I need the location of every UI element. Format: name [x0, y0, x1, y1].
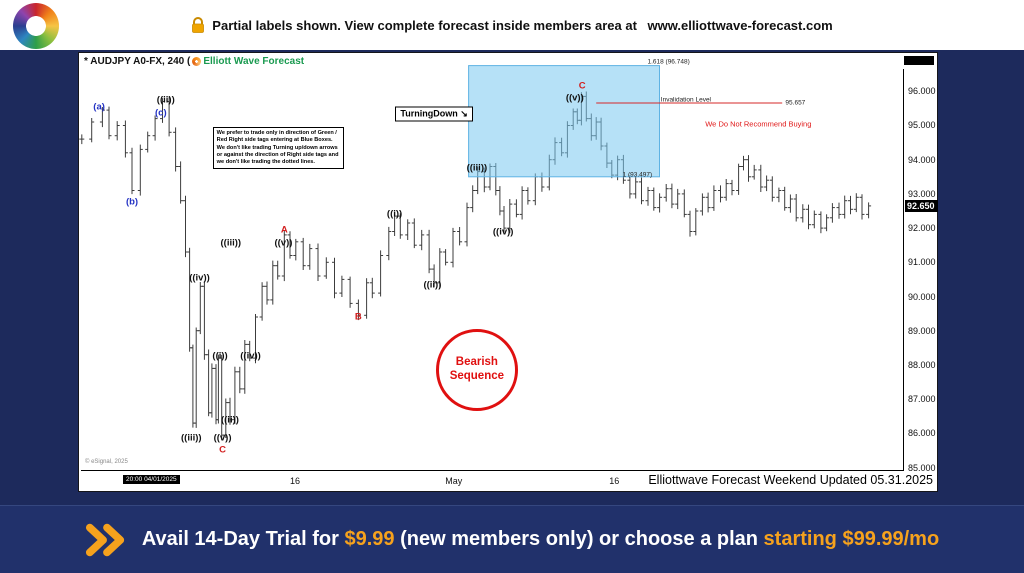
promo-banner-text: Avail 14-Day Trial for $9.99 (new member… — [142, 528, 939, 551]
price-tick: 91.000 — [908, 257, 936, 268]
fib-base-label: 1 (93.497) — [622, 171, 653, 179]
bearish-line2: Sequence — [449, 370, 505, 383]
wave-label: ((ii)) — [423, 279, 442, 291]
top-banner-text: Partial labels shown. View complete fore… — [212, 17, 641, 33]
bearish-line1: Bearish — [455, 356, 498, 369]
top-banner: Partial labels shown. View complete fore… — [0, 0, 1024, 50]
promo-text: Avail 14-Day Trial for — [141, 528, 345, 550]
lock-icon — [192, 16, 205, 33]
wave-label: ((iii)) — [220, 237, 242, 249]
promo-price-text: $9.99 — [344, 528, 395, 550]
wave-label: C — [219, 444, 226, 456]
invalidation-value: 95.657 — [785, 99, 806, 107]
esignal-copyright: © eSignal, 2025 — [85, 459, 128, 465]
invalidation-label: Invalidation Level — [660, 96, 712, 104]
bearish-sequence-badge: Bearish Sequence — [435, 329, 518, 412]
turning-down-label: TurningDown ↘ — [395, 106, 473, 122]
blue-box — [468, 65, 660, 178]
chart-footer-note: Elliottwave Forecast Weekend Updated 05.… — [648, 473, 933, 487]
wave-label: ((iv)) — [189, 272, 210, 284]
wave-label: (c) — [155, 107, 167, 119]
brand-name: Elliott Wave Forecast — [203, 56, 305, 67]
price-tick: 95.000 — [908, 120, 936, 131]
wave-label: (b) — [125, 196, 139, 208]
wave-label: ((ii)) — [220, 414, 239, 426]
price-tick: 94.000 — [908, 154, 936, 165]
plot-overlay: 1.618 (96.748) 1 (93.497) Invalidation L… — [81, 58, 904, 471]
chart-titlebar: * AUDJPY A0-FX, 240 ( Elliott Wave Forec… — [84, 55, 304, 68]
price-tick: 88.000 — [908, 359, 936, 370]
price-tick: 90.000 — [908, 291, 936, 302]
wave-label: ((iv)) — [240, 350, 261, 362]
wave-label: ((ii)) — [156, 94, 175, 106]
wave-label: (a) — [93, 101, 105, 113]
plot-area: 1.618 (96.748) 1 (93.497) Invalidation L… — [79, 58, 904, 471]
no-buy-warning: We Do Not Recommend Buying — [705, 119, 812, 129]
wave-label: ((v)) — [565, 92, 584, 104]
wave-label: ((i)) — [386, 208, 403, 220]
chart-panel: * AUDJPY A0-FX, 240 ( Elliott Wave Forec… — [78, 52, 938, 492]
wave-label: ((v)) — [213, 432, 232, 444]
members-area-link[interactable]: www.elliottwave-forecast.com — [647, 17, 833, 33]
wave-label: C — [578, 80, 586, 92]
price-tick: 93.000 — [908, 188, 936, 199]
wave-label: ((iv)) — [492, 226, 514, 237]
wave-label: B — [354, 311, 362, 323]
price-tick: 86.000 — [908, 428, 936, 439]
chart-title: * AUDJPY A0-FX, 240 ( — [84, 56, 191, 67]
wave-label: ((iii)) — [466, 162, 488, 174]
time-tick: 16 — [289, 476, 300, 486]
double-chevron-icon — [85, 523, 124, 556]
site-logo-icon — [13, 3, 59, 49]
wave-label: ((i)) — [212, 350, 228, 362]
promo-price-text: starting $99.99/mo — [763, 528, 940, 550]
price-tick: 85.000 — [908, 462, 936, 473]
price-tick: 92.000 — [908, 223, 936, 234]
timestamp-badge: 20:00 04/01/2025 — [123, 475, 180, 484]
price-tick: 89.000 — [908, 325, 936, 336]
wave-label: A — [280, 224, 288, 236]
price-chart-svg — [79, 65, 872, 441]
fib-extension-label: 1.618 (96.748) — [647, 58, 690, 66]
last-price-badge: 92.650 — [905, 199, 938, 212]
price-tick: 87.000 — [908, 394, 936, 405]
wave-label: ((v)) — [274, 237, 293, 249]
promo-text: (new members only) or choose a plan — [394, 528, 764, 550]
time-tick: May — [445, 476, 463, 486]
price-axis: 96.000 95.000 94.000 93.000 92.000 91.000 90.0… — [906, 69, 937, 473]
price-tick: 96.000 — [908, 86, 936, 97]
promo-banner[interactable]: Avail 14-Day Trial for $9.99 (new member… — [0, 505, 1024, 573]
wave-label: ((iii)) — [180, 432, 202, 444]
disclaimer-box: We prefer to trade only in direction of … — [212, 127, 344, 170]
time-axis: 20:00 04/01/2025 16 May 16 — [81, 472, 904, 491]
brand-icon — [192, 57, 202, 66]
time-tick: 16 — [609, 476, 620, 486]
axis-corner-badge — [904, 56, 934, 65]
